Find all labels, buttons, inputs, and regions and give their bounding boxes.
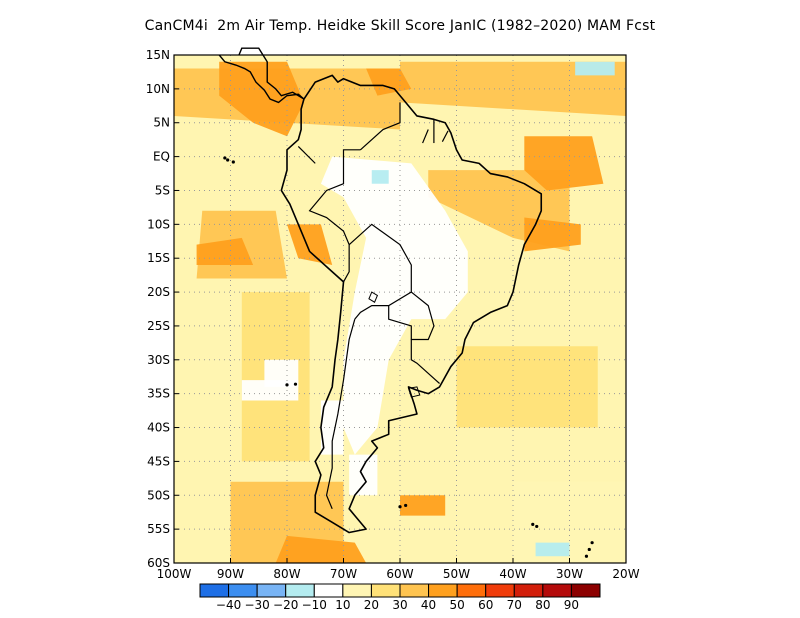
shade-ocean-low-2 xyxy=(241,380,299,401)
rio-de-la-plata-outline xyxy=(407,386,421,398)
lat-tick-label: 45S xyxy=(147,454,170,468)
lat-tick-label: 5S xyxy=(155,183,170,197)
lat-tick-label: 30S xyxy=(147,353,170,367)
colorbar-label: −40 xyxy=(216,598,241,612)
lat-tick-label: 10N xyxy=(146,82,170,96)
colorbar-swatch xyxy=(399,583,430,598)
colorbar-label: 20 xyxy=(364,598,379,612)
lon-tick-label: 40W xyxy=(499,567,526,581)
island-dot xyxy=(226,158,230,162)
colorbar-label: 30 xyxy=(392,598,407,612)
colorbar-swatch xyxy=(456,583,487,598)
lat-tick-label: 60S xyxy=(147,556,170,570)
lat-tick-label: 5N xyxy=(153,116,170,130)
colorbar-label: −20 xyxy=(273,598,298,612)
shade-negative-south xyxy=(535,542,570,557)
island-dot xyxy=(535,524,539,529)
shade-brazil-offshore-hot xyxy=(524,217,581,252)
island-dot xyxy=(231,160,235,164)
shade-negative-amazon xyxy=(371,170,389,184)
island-dot xyxy=(584,554,589,558)
shade-negative-north xyxy=(575,61,615,76)
lon-tick-label: 100W xyxy=(157,567,192,581)
shade-drake-hot xyxy=(275,535,367,563)
country-border xyxy=(422,129,429,144)
lon-tick-label: 90W xyxy=(217,567,244,581)
colorbar-label: 50 xyxy=(450,598,465,612)
island-dot xyxy=(223,156,227,160)
lat-tick-label: 15S xyxy=(147,251,170,265)
country-border xyxy=(325,318,356,510)
lon-tick-label: 70W xyxy=(330,567,357,581)
colorbar-label: −30 xyxy=(244,598,269,612)
lon-tick-label: 30W xyxy=(556,567,583,581)
island-dot xyxy=(285,383,289,387)
shade-interior-low xyxy=(320,156,468,455)
lat-tick-label: 35S xyxy=(147,387,170,401)
coastline-central-america-pacific xyxy=(218,54,305,104)
country-border xyxy=(441,130,449,142)
lat-tick-label: 25S xyxy=(147,319,170,333)
latitude-axis: 15N 10N 5N EQ 5S 10S 15S 20S 25S 30S 35S 40S 45S 50S 5… xyxy=(146,48,179,570)
country-border xyxy=(388,305,412,340)
colorbar-swatch xyxy=(485,583,515,598)
shade-south-atlantic xyxy=(456,346,598,428)
country-border xyxy=(410,291,440,384)
colorbar-swatch xyxy=(542,583,572,598)
country-border xyxy=(297,146,316,164)
gridlines xyxy=(174,55,626,563)
map-title: CanCM4i 2m Air Temp. Heidke Skill Score … xyxy=(144,18,656,34)
colorbar-label: 70 xyxy=(507,598,522,612)
colorbar-swatch xyxy=(342,583,372,598)
coastline-central-america-caribbean xyxy=(238,47,305,100)
coastline-south-america xyxy=(280,74,543,534)
lon-tick-label: 20W xyxy=(612,567,639,581)
lat-tick-label: 10S xyxy=(147,217,170,231)
colorbar-swatch xyxy=(428,583,458,598)
lat-tick-label: 15N xyxy=(146,48,170,62)
longitude-axis: 100W 90W 80W 70W 60W 50W 40W 30W 20W xyxy=(157,558,640,581)
shade-falkland-hot xyxy=(400,495,446,516)
colorbar-swatch xyxy=(370,583,401,598)
shade-patagonia-low xyxy=(349,454,378,496)
lon-tick-label: 60W xyxy=(386,567,413,581)
shade-panama-hot xyxy=(219,61,304,137)
colorbar-swatch xyxy=(570,583,601,598)
colorbar-label: −10 xyxy=(302,598,327,612)
colorbar-label: 10 xyxy=(335,598,350,612)
lon-tick-label: 80W xyxy=(273,567,300,581)
lat-tick-label: 40S xyxy=(147,421,170,435)
colorbar-label: 40 xyxy=(421,598,436,612)
colorbar-swatch xyxy=(313,583,344,598)
country-border xyxy=(360,102,401,151)
colorbar-label: 90 xyxy=(564,598,579,612)
island-dot xyxy=(398,505,402,509)
colorbar-swatch xyxy=(513,583,544,598)
shade-peru-hot xyxy=(287,224,333,265)
colorbar-swatch xyxy=(256,583,287,598)
lat-tick-label: 55S xyxy=(147,522,170,536)
colorbar-swatch xyxy=(285,583,315,598)
island-dot xyxy=(590,541,594,545)
lon-tick-label: 50W xyxy=(443,567,470,581)
colorbar-swatch xyxy=(199,583,230,598)
island-dot xyxy=(293,382,298,386)
lat-tick-label: EQ xyxy=(153,150,170,164)
lat-tick-label: 50S xyxy=(147,488,170,502)
coastline-layer xyxy=(218,47,594,558)
island-dot xyxy=(404,503,408,508)
lat-tick-label: 20S xyxy=(147,285,170,299)
colorbar-swatch xyxy=(228,583,258,598)
island-dot xyxy=(531,522,535,526)
colorbar-label: 60 xyxy=(478,598,493,612)
island-dot xyxy=(587,547,591,552)
shade-east-pacific-hot xyxy=(196,237,254,265)
colorbar: −40 −30 −20 −10 10 20 30 40 50 60 70 80 90 xyxy=(199,583,601,612)
colorbar-label: 80 xyxy=(535,598,550,612)
lake-outline xyxy=(368,291,379,303)
skill-shading-layer xyxy=(174,55,626,563)
country-border xyxy=(308,149,361,283)
shade-equatorial-atlantic-hot xyxy=(524,136,604,191)
